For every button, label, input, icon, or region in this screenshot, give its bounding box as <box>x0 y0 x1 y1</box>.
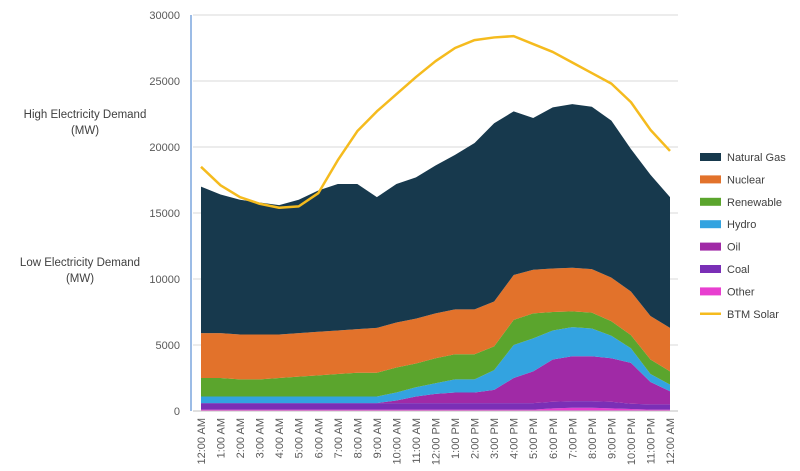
x-tick-label: 8:00 PM <box>587 418 599 459</box>
x-tick-label: 4:00 PM <box>509 418 521 459</box>
high-demand-label-line2: (MW) <box>70 125 100 137</box>
legend-swatch-other <box>700 287 721 296</box>
legend-item-nuclear: Nuclear <box>700 174 765 186</box>
x-tick-label: 10:00 PM <box>626 418 638 465</box>
x-tick-label: 5:00 AM <box>294 418 306 458</box>
legend-label-btm-solar: BTM Solar <box>727 309 779 321</box>
legend-item-oil: Oil <box>700 242 740 254</box>
y-tick-label: 10000 <box>149 274 180 286</box>
x-tick-label: 12:00 AM <box>665 418 677 464</box>
area-nuclear <box>201 267 670 380</box>
legend-item-natural-gas: Natural Gas <box>700 152 786 164</box>
y-tick-label: 0 <box>174 406 180 418</box>
x-tick-label: 4:00 AM <box>274 418 286 458</box>
legend-label-oil: Oil <box>727 242 740 254</box>
legend-swatch-coal <box>700 265 721 273</box>
x-tick-label: 6:00 PM <box>548 418 560 459</box>
legend-label-other: Other <box>727 286 755 298</box>
x-tick-label: 10:00 AM <box>391 418 403 464</box>
area-hydro <box>201 327 670 404</box>
axes: 0 5000 10000 15000 20000 25000 30000 12:00 AM 1:… <box>149 10 678 465</box>
legend-item-coal: Coal <box>700 264 750 276</box>
btm-solar-layer <box>200 34 671 209</box>
area-renewable <box>201 311 670 397</box>
legend-label-natural-gas: Natural Gas <box>727 152 786 164</box>
legend-item-other: Other <box>700 286 755 298</box>
stacked-areas <box>201 104 670 411</box>
legend-label-renewable: Renewable <box>727 197 782 209</box>
high-demand-axis-label: High Electricity Demand (MW) <box>10 107 160 139</box>
area-other <box>201 407 670 411</box>
legend-label-hydro: Hydro <box>727 219 756 231</box>
x-tick-label: 12:00 PM <box>431 418 443 465</box>
x-tick-label: 5:00 PM <box>528 418 540 459</box>
legend-swatch-nuclear <box>700 175 721 184</box>
y-tick-label: 15000 <box>149 208 180 220</box>
x-tick-label: 11:00 PM <box>645 418 657 464</box>
x-tick-label: 1:00 PM <box>450 418 462 459</box>
y-tick-label: 5000 <box>156 340 180 352</box>
high-demand-label-line1: High Electricity Demand <box>23 109 147 121</box>
low-demand-label-line1: Low Electricity Demand <box>19 257 141 269</box>
x-tick-label: 9:00 PM <box>606 418 618 459</box>
low-demand-label-line2: (MW) <box>65 273 95 285</box>
area-oil <box>201 356 670 405</box>
y-tick-label: 25000 <box>149 76 180 88</box>
legend-item-hydro: Hydro <box>700 219 756 231</box>
legend-swatch-renewable <box>700 197 721 206</box>
legend-label-coal: Coal <box>727 264 750 276</box>
x-tick-label: 7:00 AM <box>333 418 345 458</box>
x-tick-label: 11:00 AM <box>411 418 423 464</box>
legend-swatch-hydro <box>700 220 721 229</box>
x-tick-label: 9:00 AM <box>372 418 384 458</box>
legend-item-btm-solar: BTM Solar <box>700 309 779 321</box>
line-btm-solar <box>200 34 671 209</box>
legend-label-nuclear: Nuclear <box>727 174 765 186</box>
x-tick-label: 6:00 AM <box>313 418 325 458</box>
x-tick-label: 12:00 AM <box>196 418 208 464</box>
legend: Natural Gas Nuclear Renewable Hydro Oil Coal O… <box>700 152 786 321</box>
low-demand-axis-label: Low Electricity Demand (MW) <box>10 255 150 287</box>
x-tick-label: 2:00 AM <box>235 418 247 458</box>
area-coal <box>201 401 670 410</box>
x-tick-label: 3:00 PM <box>489 418 501 459</box>
x-tick-label: 2:00 PM <box>470 418 482 459</box>
legend-swatch-natural-gas <box>700 153 721 161</box>
y-tick-label: 20000 <box>149 142 180 154</box>
area-natural-gas <box>201 104 670 335</box>
legend-item-renewable: Renewable <box>700 197 782 209</box>
x-tick-label: 8:00 AM <box>352 418 364 458</box>
y-tick-label: 30000 <box>149 10 180 22</box>
x-tick-label: 3:00 AM <box>255 418 267 458</box>
legend-swatch-oil <box>700 242 721 251</box>
x-tick-label: 7:00 PM <box>567 418 579 459</box>
x-tick-label: 1:00 AM <box>216 418 228 458</box>
